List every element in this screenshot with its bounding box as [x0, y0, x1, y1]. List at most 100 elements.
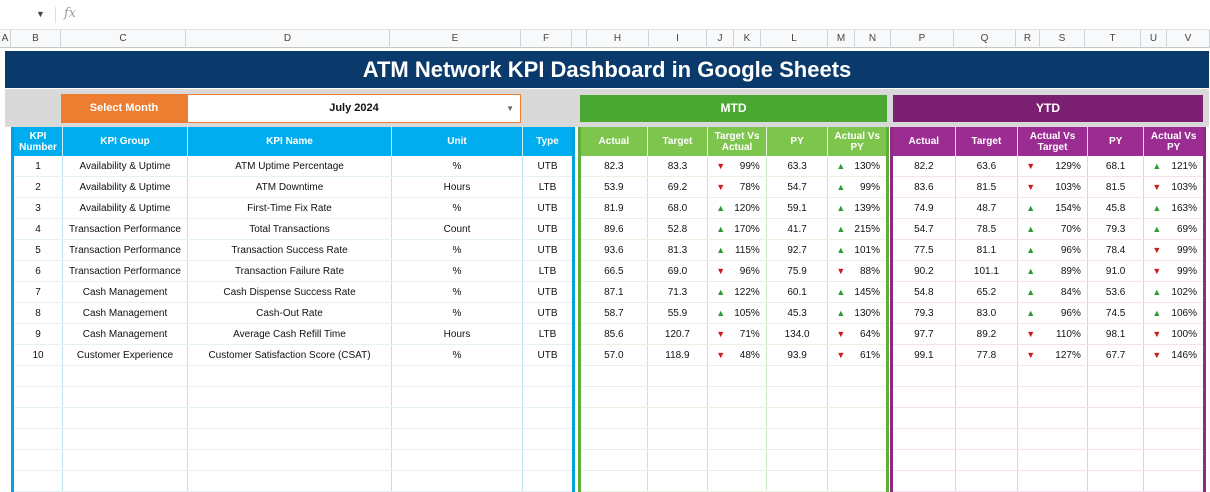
ytd-actual-vs-target-cell[interactable]: ▲ 154% — [1017, 197, 1088, 219]
kpi-name-cell[interactable]: Transaction Failure Rate — [187, 260, 392, 282]
kpi-name-cell[interactable]: First-Time Fix Rate — [187, 197, 392, 219]
mtd-actual-cell[interactable]: 87.1 — [579, 281, 648, 303]
empty-cell[interactable] — [1087, 428, 1145, 450]
ytd-target-cell[interactable]: 63.6 — [955, 156, 1019, 177]
column-header-v[interactable]: V — [1167, 30, 1210, 48]
empty-cell[interactable] — [391, 407, 523, 429]
kpi-name-cell[interactable]: ATM Downtime — [187, 176, 392, 198]
ytd-actual-cell[interactable]: 97.7 — [891, 323, 956, 345]
empty-cell[interactable] — [12, 470, 63, 492]
kpi-number-cell[interactable]: 6 — [12, 260, 63, 282]
ytd-target-cell[interactable]: 77.8 — [955, 344, 1019, 366]
unit-cell[interactable]: % — [391, 344, 523, 366]
ytd-actual-vs-py-cell[interactable]: ▲ 102% — [1143, 281, 1205, 303]
column-header-spacer[interactable] — [572, 30, 587, 48]
empty-cell[interactable] — [62, 365, 188, 387]
ytd-actual-vs-py-cell[interactable]: ▲ 69% — [1143, 218, 1205, 240]
mtd-py-cell[interactable]: 60.1 — [766, 281, 829, 303]
unit-cell[interactable]: % — [391, 260, 523, 282]
ytd-actual-cell[interactable]: 54.8 — [891, 281, 956, 303]
empty-cell[interactable] — [766, 428, 829, 450]
mtd-target-cell[interactable]: 52.8 — [647, 218, 709, 240]
ytd-py-cell[interactable]: 81.5 — [1087, 176, 1145, 198]
ytd-py-cell[interactable]: 91.0 — [1087, 260, 1145, 282]
empty-cell[interactable] — [1087, 407, 1145, 429]
empty-cell[interactable] — [12, 365, 63, 387]
empty-cell[interactable] — [707, 428, 767, 450]
type-cell[interactable]: LTB — [522, 260, 574, 282]
kpi-group-cell[interactable]: Cash Management — [62, 323, 188, 345]
kpi-group-cell[interactable]: Availability & Uptime — [62, 176, 188, 198]
empty-cell[interactable] — [522, 365, 574, 387]
kpi-group-cell[interactable]: Transaction Performance — [62, 239, 188, 261]
mtd-actual-cell[interactable]: 53.9 — [579, 176, 648, 198]
kpi-group-cell[interactable]: Availability & Uptime — [62, 197, 188, 219]
empty-cell[interactable] — [827, 407, 888, 429]
ytd-py-cell[interactable]: 45.8 — [1087, 197, 1145, 219]
empty-cell[interactable] — [827, 365, 888, 387]
empty-cell[interactable] — [707, 470, 767, 492]
kpi-number-cell[interactable]: 4 — [12, 218, 63, 240]
empty-cell[interactable] — [1017, 407, 1088, 429]
mtd-actual-vs-py-cell[interactable]: ▲ 139% — [827, 197, 888, 219]
mtd-actual-cell[interactable]: 89.6 — [579, 218, 648, 240]
empty-cell[interactable] — [391, 386, 523, 408]
ytd-actual-vs-target-cell[interactable]: ▼ 129% — [1017, 156, 1088, 177]
mtd-actual-vs-py-cell[interactable]: ▲ 101% — [827, 239, 888, 261]
empty-cell[interactable] — [827, 386, 888, 408]
mtd-target-vs-actual-cell[interactable]: ▼ 48% — [707, 344, 767, 366]
mtd-target-vs-actual-cell[interactable]: ▼ 96% — [707, 260, 767, 282]
month-dropdown[interactable]: July 2024 ▼ — [187, 94, 521, 123]
kpi-number-cell[interactable]: 1 — [12, 156, 63, 177]
empty-cell[interactable] — [62, 449, 188, 471]
empty-cell[interactable] — [62, 470, 188, 492]
unit-cell[interactable]: % — [391, 197, 523, 219]
mtd-py-cell[interactable]: 41.7 — [766, 218, 829, 240]
column-header-h[interactable]: H — [587, 30, 649, 48]
empty-cell[interactable] — [955, 428, 1019, 450]
mtd-target-cell[interactable]: 69.2 — [647, 176, 709, 198]
column-header-a[interactable]: A — [0, 30, 11, 48]
empty-cell[interactable] — [707, 407, 767, 429]
empty-cell[interactable] — [955, 365, 1019, 387]
mtd-py-cell[interactable]: 63.3 — [766, 156, 829, 177]
empty-cell[interactable] — [1143, 407, 1205, 429]
empty-cell[interactable] — [766, 386, 829, 408]
column-header-i[interactable]: I — [649, 30, 707, 48]
empty-cell[interactable] — [647, 449, 709, 471]
ytd-actual-vs-py-cell[interactable]: ▲ 163% — [1143, 197, 1205, 219]
kpi-name-cell[interactable]: Transaction Success Rate — [187, 239, 392, 261]
empty-cell[interactable] — [12, 386, 63, 408]
empty-cell[interactable] — [891, 449, 956, 471]
kpi-name-cell[interactable]: Cash-Out Rate — [187, 302, 392, 324]
mtd-actual-vs-py-cell[interactable]: ▲ 130% — [827, 156, 888, 177]
type-cell[interactable]: UTB — [522, 197, 574, 219]
unit-cell[interactable]: Count — [391, 218, 523, 240]
mtd-target-vs-actual-cell[interactable]: ▼ 78% — [707, 176, 767, 198]
ytd-actual-vs-target-cell[interactable]: ▲ 70% — [1017, 218, 1088, 240]
ytd-actual-cell[interactable]: 77.5 — [891, 239, 956, 261]
unit-cell[interactable]: % — [391, 156, 523, 177]
empty-cell[interactable] — [707, 386, 767, 408]
ytd-target-cell[interactable]: 83.0 — [955, 302, 1019, 324]
ytd-py-cell[interactable]: 78.4 — [1087, 239, 1145, 261]
empty-cell[interactable] — [647, 428, 709, 450]
mtd-actual-vs-py-cell[interactable]: ▼ 64% — [827, 323, 888, 345]
ytd-py-cell[interactable]: 67.7 — [1087, 344, 1145, 366]
column-header-s[interactable]: S — [1040, 30, 1085, 48]
empty-cell[interactable] — [955, 386, 1019, 408]
empty-cell[interactable] — [12, 449, 63, 471]
empty-cell[interactable] — [1143, 470, 1205, 492]
mtd-actual-cell[interactable]: 85.6 — [579, 323, 648, 345]
kpi-group-cell[interactable]: Cash Management — [62, 302, 188, 324]
empty-cell[interactable] — [579, 428, 648, 450]
empty-cell[interactable] — [647, 407, 709, 429]
mtd-target-cell[interactable]: 55.9 — [647, 302, 709, 324]
mtd-actual-vs-py-cell[interactable]: ▼ 61% — [827, 344, 888, 366]
mtd-target-vs-actual-cell[interactable]: ▼ 99% — [707, 156, 767, 177]
empty-cell[interactable] — [1017, 428, 1088, 450]
mtd-actual-cell[interactable]: 57.0 — [579, 344, 648, 366]
column-header-l[interactable]: L — [761, 30, 828, 48]
empty-cell[interactable] — [391, 449, 523, 471]
empty-cell[interactable] — [522, 449, 574, 471]
